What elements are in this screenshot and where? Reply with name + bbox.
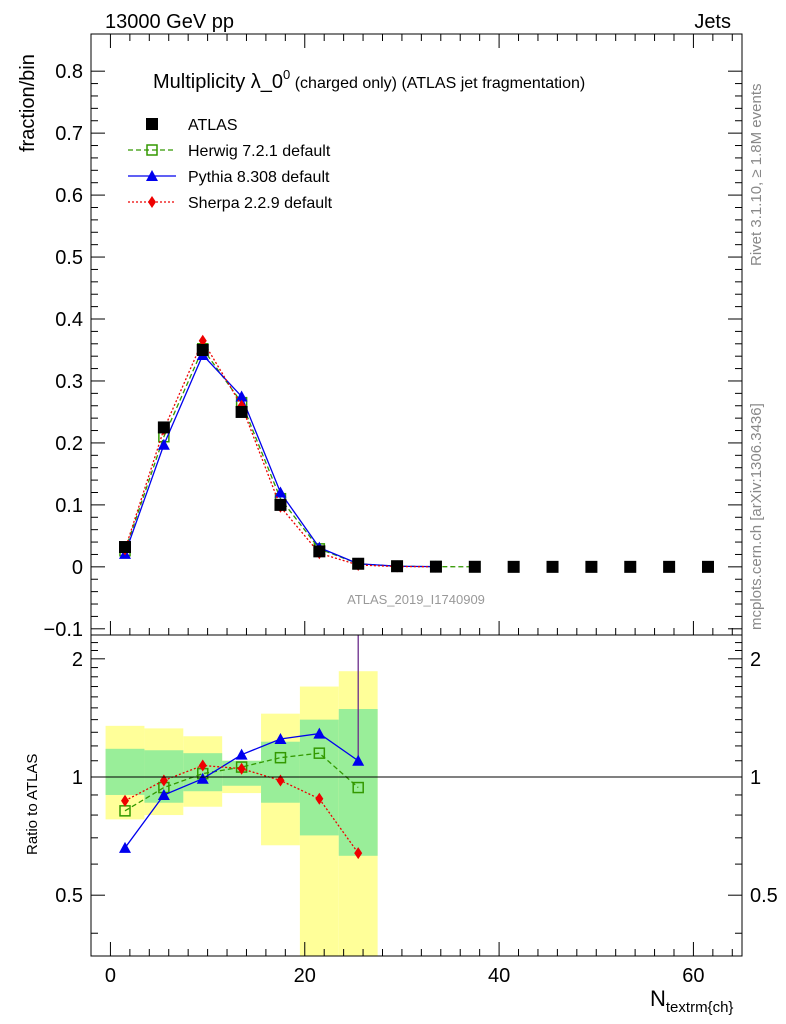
ratio-data-point: [119, 841, 132, 853]
ratio-uncertainty-bands: [105, 671, 378, 956]
ratio-xtick-label: 20: [294, 965, 316, 987]
ratio-ytick-label-right: 2: [750, 649, 761, 671]
main-ytick-label: 0.5: [55, 247, 83, 269]
ratio-ytick-label: 2: [72, 649, 83, 671]
legend: ATLAS Herwig 7.2.1 default Pythia 8.308 de…: [128, 117, 333, 212]
title-rest: (charged only) (ATLAS jet fragmentation): [290, 75, 585, 92]
data-point: [507, 560, 520, 573]
series-pythia: [119, 348, 442, 572]
series-line: [124, 353, 436, 568]
header-beam-label: 13000 GeV pp: [105, 11, 234, 33]
ratio-xtick-label: 40: [488, 965, 510, 987]
ratio-data-point: [352, 781, 364, 794]
stat-uncertainty-band: [105, 748, 145, 795]
data-point: [157, 421, 170, 434]
ratio-xtick-label: 0: [105, 965, 116, 987]
series-atlas: [119, 343, 714, 573]
ratio-data-point: [313, 727, 326, 739]
xlabel-sub: textrm{ch}: [666, 999, 734, 1016]
series-sherpa: [121, 334, 440, 573]
main-plot-marks: [119, 334, 714, 573]
data-point: [313, 545, 326, 558]
watermark: ATLAS_2019_I1740909: [347, 592, 485, 607]
legend-marker: [146, 170, 158, 181]
ratio-data-point: [354, 847, 363, 860]
ratio-ytick-label-right: 0.5: [750, 885, 778, 907]
main-axes: −0.1 0 0.1 0.2 0.3 0.4 0.5 0.6 0.7 0.8: [44, 34, 742, 641]
ratio-data-point: [198, 759, 207, 772]
legend-marker: [148, 196, 156, 208]
ratio-data-point: [235, 748, 248, 760]
ratio-data-point: [352, 754, 365, 766]
ratio-xtick-label: 60: [682, 965, 704, 987]
ratio-ylabel: Ratio to ATLAS: [24, 754, 41, 855]
legend-marker: [146, 118, 158, 130]
ratio-data-point: [274, 732, 287, 744]
header-process-label: Jets: [694, 11, 731, 33]
series-line: [124, 347, 475, 568]
title-sup: 0: [283, 67, 290, 82]
main-ylabel: fraction/bin: [17, 54, 39, 152]
data-point: [352, 557, 365, 570]
ratio-ytick-label: 1: [72, 767, 83, 789]
legend-marker: [146, 144, 158, 156]
ratio-data-point: [157, 788, 170, 800]
data-point: [429, 560, 442, 573]
mcplots-label: mcplots.cern.ch [arXiv:1306.3436]: [748, 403, 765, 630]
main-ytick-label: 0: [72, 557, 83, 579]
xlabel-main: N: [650, 986, 666, 1011]
series-herwig: [119, 343, 481, 573]
main-title: Multiplicity λ_00 (charged only) (ATLAS …: [153, 67, 585, 93]
ratio-frame: [90, 634, 743, 957]
ratio-ytick-label: 0.5: [55, 885, 83, 907]
ratio-data-point: [313, 747, 326, 759]
rivet-version-label: Rivet 3.1.10, ≥ 1.8M events: [748, 84, 765, 267]
data-point: [391, 560, 404, 573]
data-point: [663, 560, 676, 573]
data-point: [624, 560, 637, 573]
data-point: [119, 541, 132, 554]
data-point: [157, 438, 170, 450]
legend-label: Sherpa 2.2.9 default: [188, 195, 333, 212]
main-ytick-label: −0.1: [44, 619, 83, 641]
main-ytick-label: 0.6: [55, 185, 83, 207]
ratio-series-pythia: [119, 727, 365, 853]
main-ytick-label: 0.2: [55, 433, 83, 455]
series-line: [124, 339, 436, 568]
data-point: [196, 343, 209, 356]
legend-label: Herwig 7.2.1 default: [188, 143, 331, 160]
main-ytick-label: 0.8: [55, 61, 83, 83]
ratio-data-point: [315, 792, 324, 805]
ratio-xlabel: Ntextrm{ch}: [650, 986, 733, 1016]
title-main: Multiplicity λ_0: [153, 71, 283, 93]
ratio-axes: 0.5 0.51 12 20 20 40 60: [55, 642, 778, 987]
main-ytick-label: 0.3: [55, 371, 83, 393]
main-panel: −0.1 0 0.1 0.2 0.3 0.4 0.5 0.6 0.7 0.8 fraction/b…: [17, 33, 743, 641]
data-point: [701, 560, 714, 573]
main-ytick-label: 0.1: [55, 495, 83, 517]
data-point: [585, 560, 598, 573]
data-point: [274, 498, 287, 511]
legend-label: Pythia 8.308 default: [188, 169, 330, 186]
legend-label: ATLAS: [188, 117, 238, 134]
ratio-data-point: [237, 762, 246, 775]
ratio-data-point: [121, 794, 130, 807]
ratio-ytick-label-right: 1: [750, 767, 761, 789]
data-point: [274, 486, 287, 498]
ratio-data-point: [196, 772, 209, 784]
stat-uncertainty-band: [261, 741, 300, 803]
ratio-data-point: [274, 751, 287, 764]
ratio-panel: 0.5 0.51 12 20 20 40 60 Ratio to ATLAS Ntextrm…: [24, 634, 778, 1016]
data-point: [546, 560, 559, 573]
data-point: [198, 334, 207, 347]
data-point: [235, 405, 248, 418]
data-point: [468, 560, 481, 573]
main-ytick-label: 0.7: [55, 123, 83, 145]
main-ytick-label: 0.4: [55, 309, 83, 331]
data-point: [235, 390, 248, 402]
stat-uncertainty-band: [183, 753, 223, 792]
